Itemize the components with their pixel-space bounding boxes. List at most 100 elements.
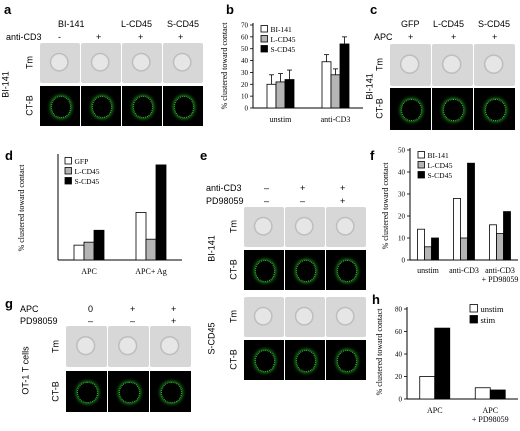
y-tick-label: 40: [398, 169, 406, 177]
treatment-sign: +: [340, 196, 346, 206]
y-tick-label: 50: [398, 147, 406, 155]
panel-label-e: e: [200, 148, 208, 163]
category-label: + PD98059: [482, 275, 519, 282]
chart-h: 0 20 40 60 80 % clustered toward contact APC AP…: [375, 304, 518, 424]
treatment-sign: +: [340, 183, 346, 193]
treatment-sign: +: [492, 32, 498, 42]
y-tick-label: 0: [402, 257, 406, 265]
bar: [417, 228, 425, 261]
legend-swatch: [260, 25, 268, 33]
category-label: unstim: [417, 266, 440, 275]
category-label: anti-CD3: [485, 266, 515, 275]
legend-swatch: [417, 161, 425, 169]
y-axis-label: % clustered toward contact: [375, 308, 384, 396]
bar: [474, 387, 491, 400]
y-tick-label: 30: [398, 191, 406, 199]
micrograph-tm: [150, 326, 191, 367]
micrograph-tm: [108, 326, 149, 367]
treatment-sign: +: [451, 32, 457, 42]
category-label: APC: [81, 267, 97, 276]
bar: [496, 233, 504, 261]
treatment-label: APC: [20, 304, 39, 314]
micrograph-tm: [40, 43, 80, 83]
row-label: CT-B: [50, 381, 61, 402]
micrograph-ctb: [285, 340, 325, 380]
category-label: APC: [427, 406, 443, 415]
micrograph-ctb: [432, 88, 473, 130]
y-tick-label: 60: [395, 328, 403, 336]
micrograph-ctb: [122, 86, 162, 126]
treatment-sign: +: [178, 32, 184, 42]
bar: [453, 198, 461, 261]
treatment-sign: +: [130, 304, 136, 314]
treatment-sign: +: [171, 304, 177, 314]
y-tick-label: 20: [241, 81, 249, 89]
bar: [419, 376, 436, 400]
legend-swatch: [64, 167, 72, 175]
bar: [339, 43, 350, 109]
panel-label-d: d: [5, 148, 13, 163]
bar: [489, 389, 506, 400]
micrograph-ctb: [244, 250, 284, 290]
micrograph-ctb: [390, 88, 431, 130]
y-tick-label: 40: [395, 351, 403, 359]
micrograph-tm: [285, 297, 325, 337]
row-label: CT-B: [24, 95, 35, 116]
treatment-sign: –: [264, 183, 270, 193]
legend-swatch: [64, 157, 72, 165]
panel-label-a: a: [4, 2, 12, 17]
legend-label: BI-141: [271, 25, 292, 34]
micrograph-tm: [474, 44, 515, 86]
y-tick-label: 10: [241, 93, 249, 101]
micrograph-ctb: [326, 340, 366, 380]
side-label: S-CD45: [206, 322, 217, 355]
legend-label: unstim: [481, 304, 505, 314]
row-label: Tm: [228, 310, 239, 323]
column-label: GFP: [401, 19, 420, 29]
treatment-sign: 0: [88, 304, 94, 314]
row-label: CT-B: [374, 98, 385, 119]
y-tick-label: 0: [245, 105, 249, 113]
treatment-sign: –: [88, 316, 94, 326]
treatment-sign: +: [171, 316, 177, 326]
category-label: APC: [482, 406, 498, 415]
bar: [83, 241, 95, 261]
legend-swatch: [417, 171, 425, 179]
row-label: Tm: [24, 56, 35, 69]
micrograph-tm: [326, 207, 366, 247]
y-tick-label: 40: [241, 57, 249, 65]
treatment-label: anti-CD3: [6, 32, 42, 42]
column-label: L-CD45: [121, 19, 153, 29]
micrograph-ctb: [244, 340, 284, 380]
y-axis-label: % clustered toward contact: [220, 22, 229, 110]
column-label: L-CD45: [433, 19, 465, 29]
legend-swatch: [469, 315, 478, 324]
micrograph-ctb: [81, 86, 121, 126]
micrograph-ctb: [108, 371, 149, 412]
category-label: + PD98059: [472, 415, 509, 424]
side-label: BI-141: [364, 73, 375, 100]
bar: [460, 237, 468, 261]
legend-label: L-CD45: [271, 35, 296, 44]
treatment-sign: –: [264, 196, 270, 206]
treatment-label: PD98059: [206, 196, 244, 206]
row-label: Tm: [228, 220, 239, 233]
micrograph-tm: [66, 326, 107, 367]
side-label: BI-141: [0, 71, 11, 98]
bar: [266, 83, 277, 109]
category-label: anti-CD3: [449, 266, 479, 275]
chart-f: 0 10 20 30 40 50 % clustered toward contact uns…: [381, 147, 519, 283]
bar: [321, 61, 332, 109]
treatment-sign: –: [130, 316, 136, 326]
bar: [284, 79, 295, 109]
bar: [73, 244, 85, 261]
micrograph-ctb: [326, 250, 366, 290]
panel-label-h: h: [372, 292, 380, 307]
legend-label: S-CD45: [75, 177, 100, 186]
micrograph-tm: [163, 43, 203, 83]
legend-swatch: [64, 177, 72, 185]
y-axis-label: % clustered toward contact: [381, 162, 390, 250]
y-tick-label: 30: [241, 69, 249, 77]
y-tick-label: 70: [241, 22, 249, 30]
column-label: S-CD45: [478, 19, 511, 29]
